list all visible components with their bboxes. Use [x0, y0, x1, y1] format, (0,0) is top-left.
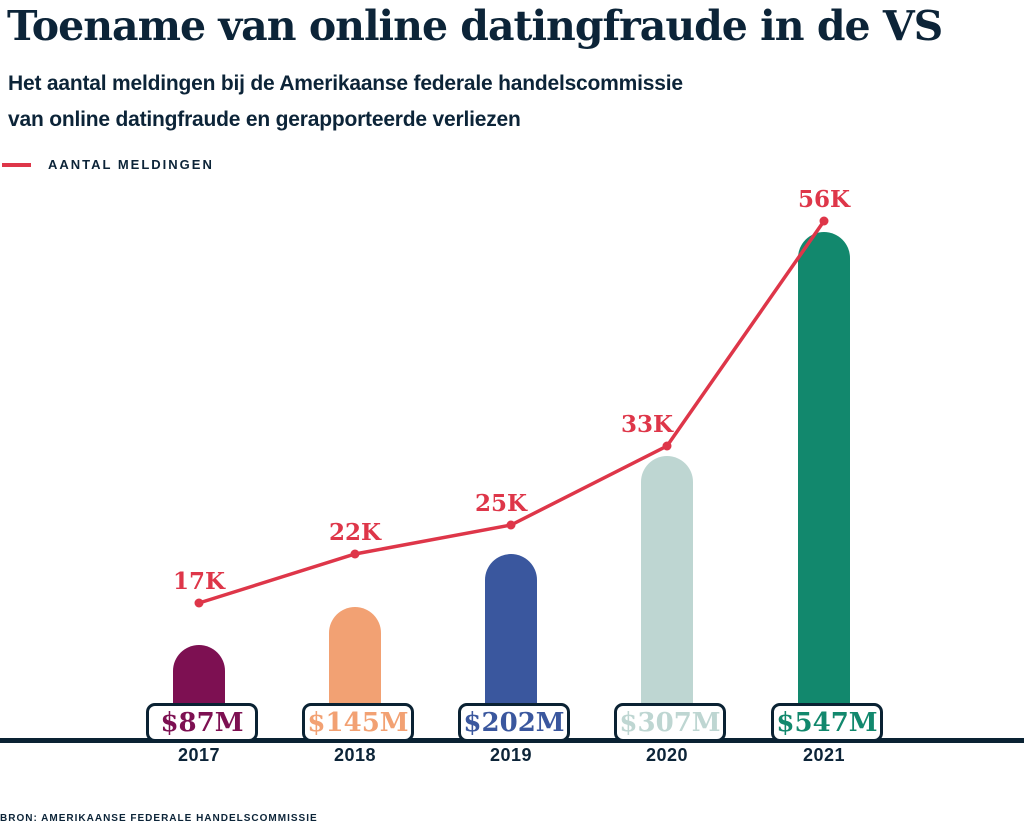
reports-point-2019	[506, 520, 516, 530]
reports-line	[198, 219, 826, 605]
loss-label-2021: $547M	[771, 703, 883, 742]
reports-value-label-2019: 25K	[475, 490, 528, 517]
year-label-2019: 2019	[489, 745, 533, 765]
reports-value-label-2018: 22K	[329, 519, 382, 546]
year-label-2020: 2020	[645, 745, 689, 765]
year-label-2017: 2017	[177, 745, 221, 765]
bar-2021	[798, 232, 850, 742]
chart-subtitle-line1: Het aantal meldingen bij de Amerikaanse …	[8, 72, 683, 95]
loss-label-2017: $87M	[146, 703, 258, 742]
legend-label: AANTAL MELDINGEN	[48, 157, 214, 172]
loss-label-2018: $145M	[302, 703, 414, 742]
chart-subtitle-line2: van online datingfraude en gerapporteerd…	[8, 108, 521, 131]
reports-value-label-2021: 56K	[798, 186, 851, 213]
year-label-2018: 2018	[333, 745, 377, 765]
reports-point-2017	[194, 598, 204, 608]
source-note: BRON: AMERIKAANSE FEDERALE HANDELSCOMMIS…	[0, 813, 318, 824]
legend-line-swatch	[2, 163, 31, 167]
chart-subtitle: Het aantal meldingen bij de Amerikaanse …	[8, 66, 908, 138]
reports-value-label-2017: 17K	[173, 568, 226, 595]
year-label-2021: 2021	[802, 745, 846, 765]
reports-point-2020	[662, 441, 672, 451]
bar-2020	[641, 456, 693, 742]
reports-point-2018	[350, 549, 360, 559]
reports-point-2021	[819, 216, 829, 226]
loss-label-2020: $307M	[614, 703, 726, 742]
page-title: Toename van online datingfraude in de VS	[7, 2, 943, 50]
reports-value-label-2020: 33K	[621, 411, 674, 438]
loss-label-2019: $202M	[458, 703, 570, 742]
